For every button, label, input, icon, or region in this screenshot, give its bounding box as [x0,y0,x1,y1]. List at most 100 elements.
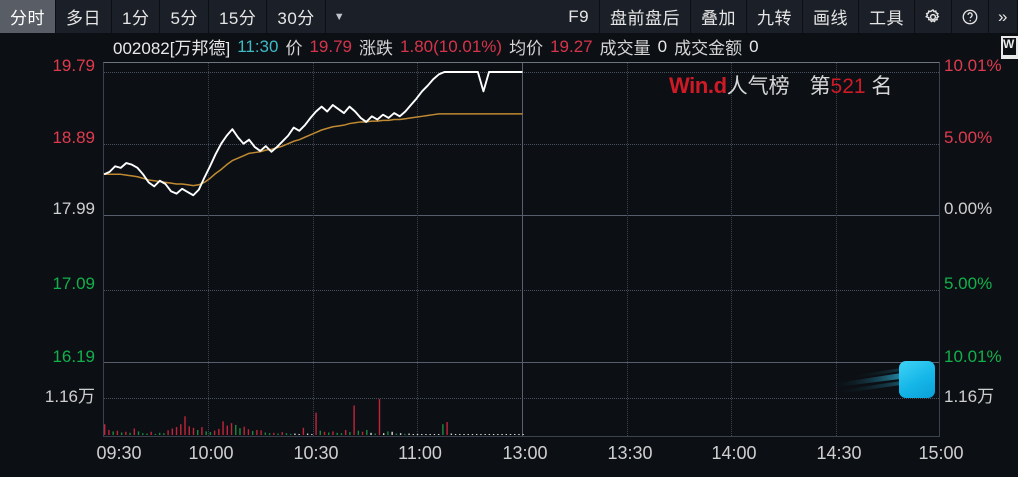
gear-icon[interactable] [915,0,953,33]
volume-bar [209,432,212,435]
x-axis-label: 09:30 [96,443,142,463]
volume-bar [429,434,431,435]
volume-bar [201,427,203,435]
tool-prepost[interactable]: 盘前盘后 [600,0,692,33]
volume-bar [437,434,440,435]
toolbar-spacer [353,0,559,33]
volume-bar [361,431,364,435]
expand-chevrons-icon[interactable]: » [989,0,1018,33]
tab-intraday[interactable]: 分时 [0,0,56,33]
volume-bar [137,431,140,435]
volume-bar [387,431,389,435]
volume-bar [175,427,178,435]
volume-bar [311,434,313,435]
volume-bar [171,428,174,435]
volume-bar [197,429,199,435]
volume-bar [192,427,195,435]
rank-suffix: 名 [871,75,893,98]
series-line [104,113,523,187]
volume-bar [247,429,250,435]
change-label: 涨跌 [359,39,394,58]
tab-5min[interactable]: 5分 [160,0,209,33]
gridline-v [417,63,418,436]
volume-bar [302,427,305,435]
question-icon[interactable] [952,0,990,33]
x-axis-label: 14:30 [816,443,862,463]
volume-bar [425,434,427,435]
tab-15min-label: 15分 [218,9,257,28]
volume-bar [163,433,165,435]
volume-bar [290,433,292,435]
volume-bar [260,430,262,435]
x-axis-label: 11:00 [398,443,442,463]
volume-bar [366,429,368,435]
volume-bar [357,430,360,435]
gridline-h [104,362,939,363]
tab-1min[interactable]: 1分 [112,0,161,33]
tool-overlay-label: 叠加 [701,9,737,28]
change-value: 1.80(10.01%) [400,36,503,56]
chevron-down-glyph: ▼ [333,10,346,23]
tool-f9-label: F9 [568,6,590,26]
volume-bar [518,434,520,435]
volume-bar [294,433,296,435]
y-axis-left-label: 17.99 [52,199,95,218]
volume-bar [281,432,283,435]
volume-bar [154,433,157,435]
tab-30min[interactable]: 30分 [267,0,326,33]
x-axis-label: 10:00 [188,443,234,463]
volume-bar [471,434,474,435]
volume-bar [142,433,144,435]
tab-1min-label: 1分 [122,9,150,28]
quote-infobar: 002082[万邦德] 11:30 价 19.79 涨跌 1.80(10.01%… [0,33,1018,60]
chevron-down-icon[interactable]: ▼ [325,0,354,33]
tool-drawline[interactable]: 画线 [803,0,860,33]
volume-bar [463,434,465,435]
x-axis-label: 14:00 [711,443,757,463]
tab-15min[interactable]: 15分 [208,0,268,33]
gridline-v [836,63,837,436]
volume-bar [133,428,135,435]
amount-label: 成交金额 [674,39,743,58]
gridline-volume [104,398,939,399]
volume-bar [222,421,224,435]
tool-f9[interactable]: F9 [558,0,601,33]
amount-value: 0 [749,36,759,56]
price-label: 价 [285,39,303,58]
y-axis-left-volume-label: 1.16万 [44,387,95,406]
price-value: 19.79 [309,36,353,56]
chart-plot-area[interactable] [103,62,940,437]
volume-label: 成交量 [599,39,651,58]
quote-time: 11:30 [237,36,279,56]
volume-bar [492,434,495,435]
volume-bar [505,434,507,435]
y-axis-left-label: 18.89 [52,128,95,147]
volume-bar [116,430,119,435]
volume-bar [509,434,512,435]
volume-bar [349,432,351,435]
tool-overlay[interactable]: 叠加 [691,0,748,33]
volume-bar [459,434,461,435]
wind-popularity-banner: Win.d人气榜 第521 名 [669,70,892,100]
volume-bar [395,433,398,435]
volume-bar [421,434,423,435]
tool-nineturn[interactable]: 九转 [747,0,804,33]
volume-bar [404,433,406,435]
volume-bar [306,433,309,435]
volume-bar [399,433,402,435]
tool-tools[interactable]: 工具 [859,0,916,33]
volume-bar [264,432,267,435]
volume-bar [125,431,127,435]
avg-value: 19.27 [550,36,593,56]
gridline-v [313,63,314,436]
rank-number: 521 [830,75,866,98]
avg-label: 均价 [509,39,544,58]
x-axis-label: 10:30 [293,443,339,463]
volume-bar [120,432,123,435]
volume-bar [328,432,330,435]
tab-5min-label: 5分 [170,9,198,28]
volume-bar [298,434,300,435]
volume-bar [243,426,245,435]
tab-multiday[interactable]: 多日 [56,0,112,33]
